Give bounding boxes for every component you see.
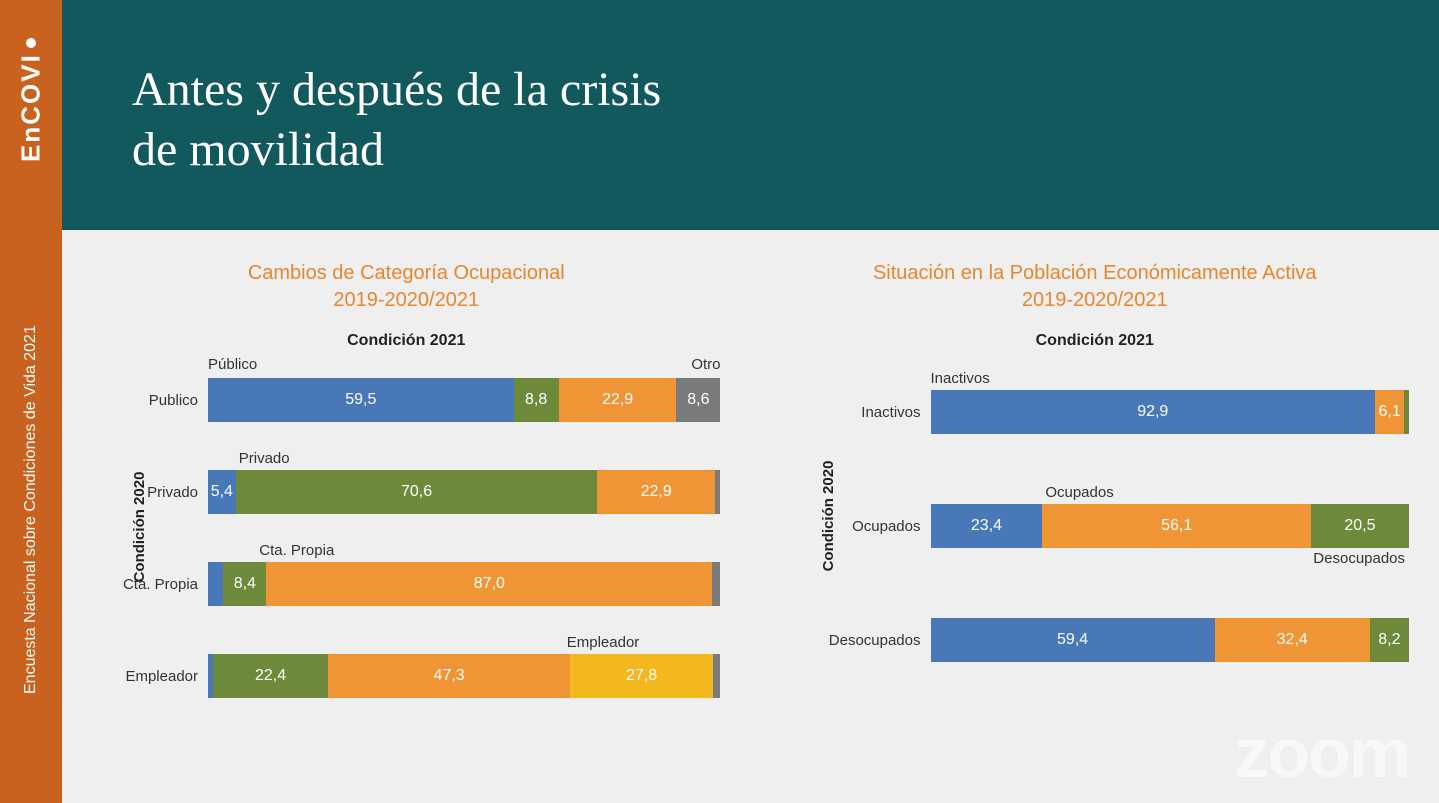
chart1-row-label: Publico <box>112 392 208 409</box>
chart2-segment: 6,1 <box>1375 390 1404 434</box>
chart2-title-line2: 2019-2020/2021 <box>1022 289 1168 311</box>
chart2-row-label: Desocupados <box>801 632 931 649</box>
chart1-segment <box>208 562 223 606</box>
logo-text: EnCOVI <box>16 54 47 163</box>
header: Antes y después de la crisis de movilida… <box>62 0 1439 230</box>
chart2-title-line1: Situación en la Población Económicamente… <box>873 262 1317 284</box>
chart2-bar-stack: 59,432,48,2 <box>931 618 1410 662</box>
chart1-segment: 22,4 <box>213 654 328 698</box>
chart1-row-label: Empleador <box>112 668 208 685</box>
chart1-cat-above: Privado <box>112 450 721 468</box>
logo-dot-icon <box>26 38 36 48</box>
chart2-cat-above: Ocupados <box>801 484 1410 502</box>
chart1-segment: 8,6 <box>676 378 720 422</box>
chart1-title-line1: Cambios de Categoría Ocupacional <box>248 262 565 284</box>
chart1-cat-otro: Otro <box>691 356 720 373</box>
chart1-bar-stack: 5,470,622,9 <box>208 470 721 514</box>
chart2-segment: 32,4 <box>1215 618 1370 662</box>
chart1-subtitle: Condición 2021 <box>92 332 721 350</box>
chart1-top-cats: Público Otro <box>112 356 721 374</box>
chart-panel-pea: Situación en la Población Económicamente… <box>751 230 1439 803</box>
chart1-segment <box>715 470 721 514</box>
title-line-1: Antes y después de la crisis <box>132 63 661 116</box>
chart1-bar-stack: 22,447,327,8 <box>208 654 721 698</box>
chart1-bar-stack: 8,487,0 <box>208 562 721 606</box>
chart2-category-label: Ocupados <box>1045 484 1113 501</box>
chart2-bar-row: Ocupados23,456,120,5 <box>801 504 1410 548</box>
chart2-segment: 8,2 <box>1370 618 1409 662</box>
chart2-bar-row: Desocupados59,432,48,2 <box>801 618 1410 662</box>
chart2-segment: 20,5 <box>1311 504 1409 548</box>
chart1-segment: 5,4 <box>208 470 236 514</box>
chart2-category-label: Inactivos <box>931 370 990 387</box>
chart2-cat-below: Desocupados <box>801 550 1410 568</box>
page-title: Antes y después de la crisis de movilida… <box>132 60 1369 180</box>
chart1-segment: 22,9 <box>559 378 677 422</box>
chart1-cat-above: Empleador <box>112 634 721 652</box>
chart1-segment: 59,5 <box>208 378 514 422</box>
chart1-bar-row: Privado5,470,622,9 <box>112 470 721 514</box>
chart2-row-label: Inactivos <box>801 404 931 421</box>
chart-panel-occupational: Cambios de Categoría Ocupacional 2019-20… <box>62 230 751 803</box>
chart2-subtitle: Condición 2021 <box>781 332 1410 350</box>
chart1-bar-row: Empleador22,447,327,8 <box>112 654 721 698</box>
chart1-segment: 22,9 <box>597 470 714 514</box>
chart1-category-label: Cta. Propia <box>259 542 334 559</box>
chart1-segment: 87,0 <box>266 562 712 606</box>
chart1-segment: 27,8 <box>570 654 712 698</box>
content: Cambios de Categoría Ocupacional 2019-20… <box>62 230 1439 803</box>
sidebar: EnCOVI Encuesta Nacional sobre Condicion… <box>0 0 62 803</box>
chart2-segment: 92,9 <box>931 390 1376 434</box>
chart1-bar-stack: 59,58,822,98,6 <box>208 378 721 422</box>
chart1-area: Condición 2020 Público Otro Publico59,58… <box>92 356 721 698</box>
chart2-segment: 23,4 <box>931 504 1043 548</box>
chart1-row-label: Cta. Propia <box>112 576 208 593</box>
chart1-segment <box>712 562 720 606</box>
chart2-bar-stack: 23,456,120,5 <box>931 504 1410 548</box>
chart1-segment: 8,4 <box>223 562 266 606</box>
chart1-category-label: Privado <box>239 450 290 467</box>
chart2-bar-row: Inactivos92,96,1 <box>801 390 1410 434</box>
chart1-title: Cambios de Categoría Ocupacional 2019-20… <box>92 260 721 314</box>
chart2-bar-stack: 92,96,1 <box>931 390 1410 434</box>
chart1-segment: 70,6 <box>236 470 598 514</box>
chart1-category-label: Empleador <box>567 634 640 651</box>
chart1-cat-publico: Público <box>208 356 257 373</box>
chart2-cat-above: Inactivos <box>801 370 1410 388</box>
chart2-area: Condición 2020 InactivosInactivos92,96,1… <box>781 370 1410 662</box>
chart1-segment: 47,3 <box>328 654 570 698</box>
chart2-segment: 56,1 <box>1042 504 1310 548</box>
chart1-segment: 8,8 <box>514 378 559 422</box>
logo: EnCOVI <box>0 0 62 200</box>
chart1-segment <box>713 654 721 698</box>
chart1-bar-row: Publico59,58,822,98,6 <box>112 378 721 422</box>
chart2-segment: 59,4 <box>931 618 1215 662</box>
title-line-2: de movilidad <box>132 123 384 176</box>
chart2-segment <box>1404 390 1409 434</box>
slide: EnCOVI Encuesta Nacional sobre Condicion… <box>0 0 1439 803</box>
chart2-row-label: Ocupados <box>801 518 931 535</box>
chart1-row-label: Privado <box>112 484 208 501</box>
chart1-cat-above: Cta. Propia <box>112 542 721 560</box>
chart2-category-label: Desocupados <box>1313 550 1405 567</box>
chart2-title: Situación en la Población Económicamente… <box>781 260 1410 314</box>
chart1-bar-row: Cta. Propia8,487,0 <box>112 562 721 606</box>
chart1-title-line2: 2019-2020/2021 <box>333 289 479 311</box>
sidebar-caption: Encuesta Nacional sobre Condiciones de V… <box>0 240 62 780</box>
